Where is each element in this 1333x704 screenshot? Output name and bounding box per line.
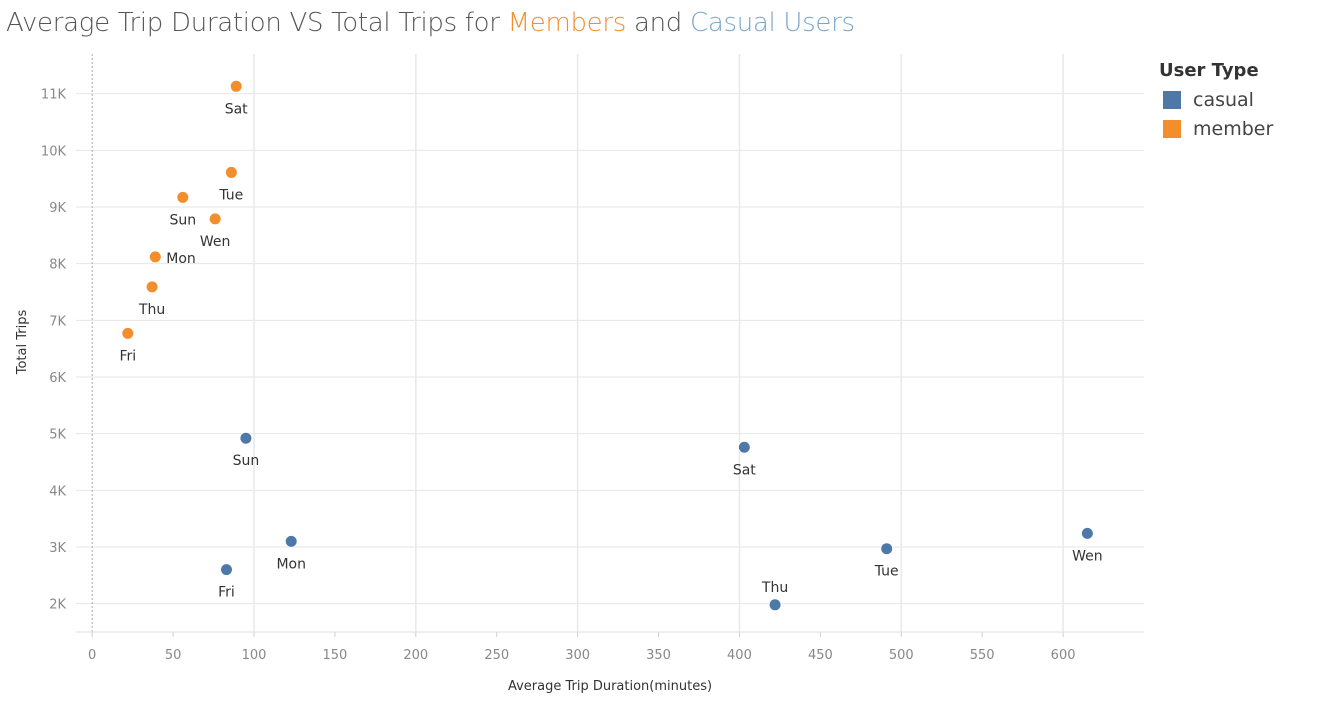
legend-title: User Type (1159, 60, 1259, 81)
data-point-member (229, 79, 243, 93)
point-label-casual: Sat (733, 462, 756, 478)
data-point-member (208, 212, 222, 226)
legend: User Type casual member (1159, 60, 1273, 143)
data-point-member (176, 190, 190, 204)
x-tick-label: 100 (242, 648, 267, 663)
point-label-member: Mon (166, 251, 196, 267)
chart-title: Average Trip Duration VS Total Trips for… (6, 8, 855, 38)
point-label-casual: Sun (233, 453, 260, 469)
x-tick-label: 50 (165, 648, 182, 663)
y-tick-label: 10K (41, 144, 67, 159)
y-tick-label: 8K (49, 258, 66, 273)
y-axis-title: Total Trips (15, 310, 30, 376)
legend-item-casual[interactable]: casual (1159, 85, 1273, 114)
y-tick-label: 5K (49, 428, 66, 443)
x-tick-label: 450 (808, 648, 833, 663)
point-label-member: Tue (218, 187, 243, 203)
x-axis-title: Average Trip Duration(minutes) (508, 679, 712, 694)
title-and-word: and (626, 8, 690, 38)
point-label-member: Thu (138, 302, 165, 318)
x-tick-label: 200 (403, 648, 428, 663)
x-tick-label: 550 (970, 648, 995, 663)
x-tick-label: 500 (889, 648, 914, 663)
legend-label-casual: casual (1193, 88, 1254, 111)
x-tick-label: 300 (565, 648, 590, 663)
data-point-member (121, 326, 135, 340)
point-label-casual: Fri (218, 585, 235, 601)
data-point-casual (737, 440, 751, 454)
legend-label-member: member (1193, 117, 1274, 140)
y-tick-label: 3K (49, 541, 66, 556)
point-label-casual: Thu (761, 580, 788, 596)
title-casual-word: Casual Users (689, 8, 855, 38)
data-point-casual (768, 598, 782, 612)
data-point-member (145, 280, 159, 294)
point-label-member: Sun (169, 212, 196, 228)
point-label-member: Sat (225, 101, 248, 117)
point-label-casual: Tue (874, 564, 899, 580)
title-prefix: Average Trip Duration VS Total Trips for (6, 8, 508, 38)
x-tick-label: 400 (727, 648, 752, 663)
title-members-word: Members (507, 8, 627, 38)
point-label-member: Fri (119, 348, 136, 364)
y-tick-label: 7K (49, 314, 66, 329)
data-point-casual (1080, 526, 1094, 540)
x-tick-label: 600 (1051, 648, 1076, 663)
y-tick-label: 11K (41, 88, 67, 103)
x-tick-label: 350 (646, 648, 671, 663)
data-point-casual (239, 431, 253, 445)
y-tick-label: 6K (49, 371, 66, 386)
y-tick-label: 4K (49, 484, 66, 499)
data-point-member (224, 165, 238, 179)
x-tick-label: 0 (88, 648, 96, 663)
point-label-member: Wen (200, 234, 231, 250)
data-point-casual (880, 542, 894, 556)
x-tick-label: 150 (322, 648, 347, 663)
legend-item-member[interactable]: member (1159, 114, 1273, 143)
y-tick-label: 2K (49, 598, 66, 613)
data-point-member (148, 250, 162, 264)
legend-swatch-casual (1163, 90, 1181, 109)
x-tick-label: 250 (484, 648, 509, 663)
legend-swatch-member (1163, 119, 1181, 138)
data-point-casual (219, 563, 233, 577)
y-tick-label: 9K (49, 201, 66, 216)
point-label-casual: Wen (1072, 548, 1103, 564)
data-point-casual (284, 534, 298, 548)
point-label-casual: Mon (276, 556, 306, 572)
